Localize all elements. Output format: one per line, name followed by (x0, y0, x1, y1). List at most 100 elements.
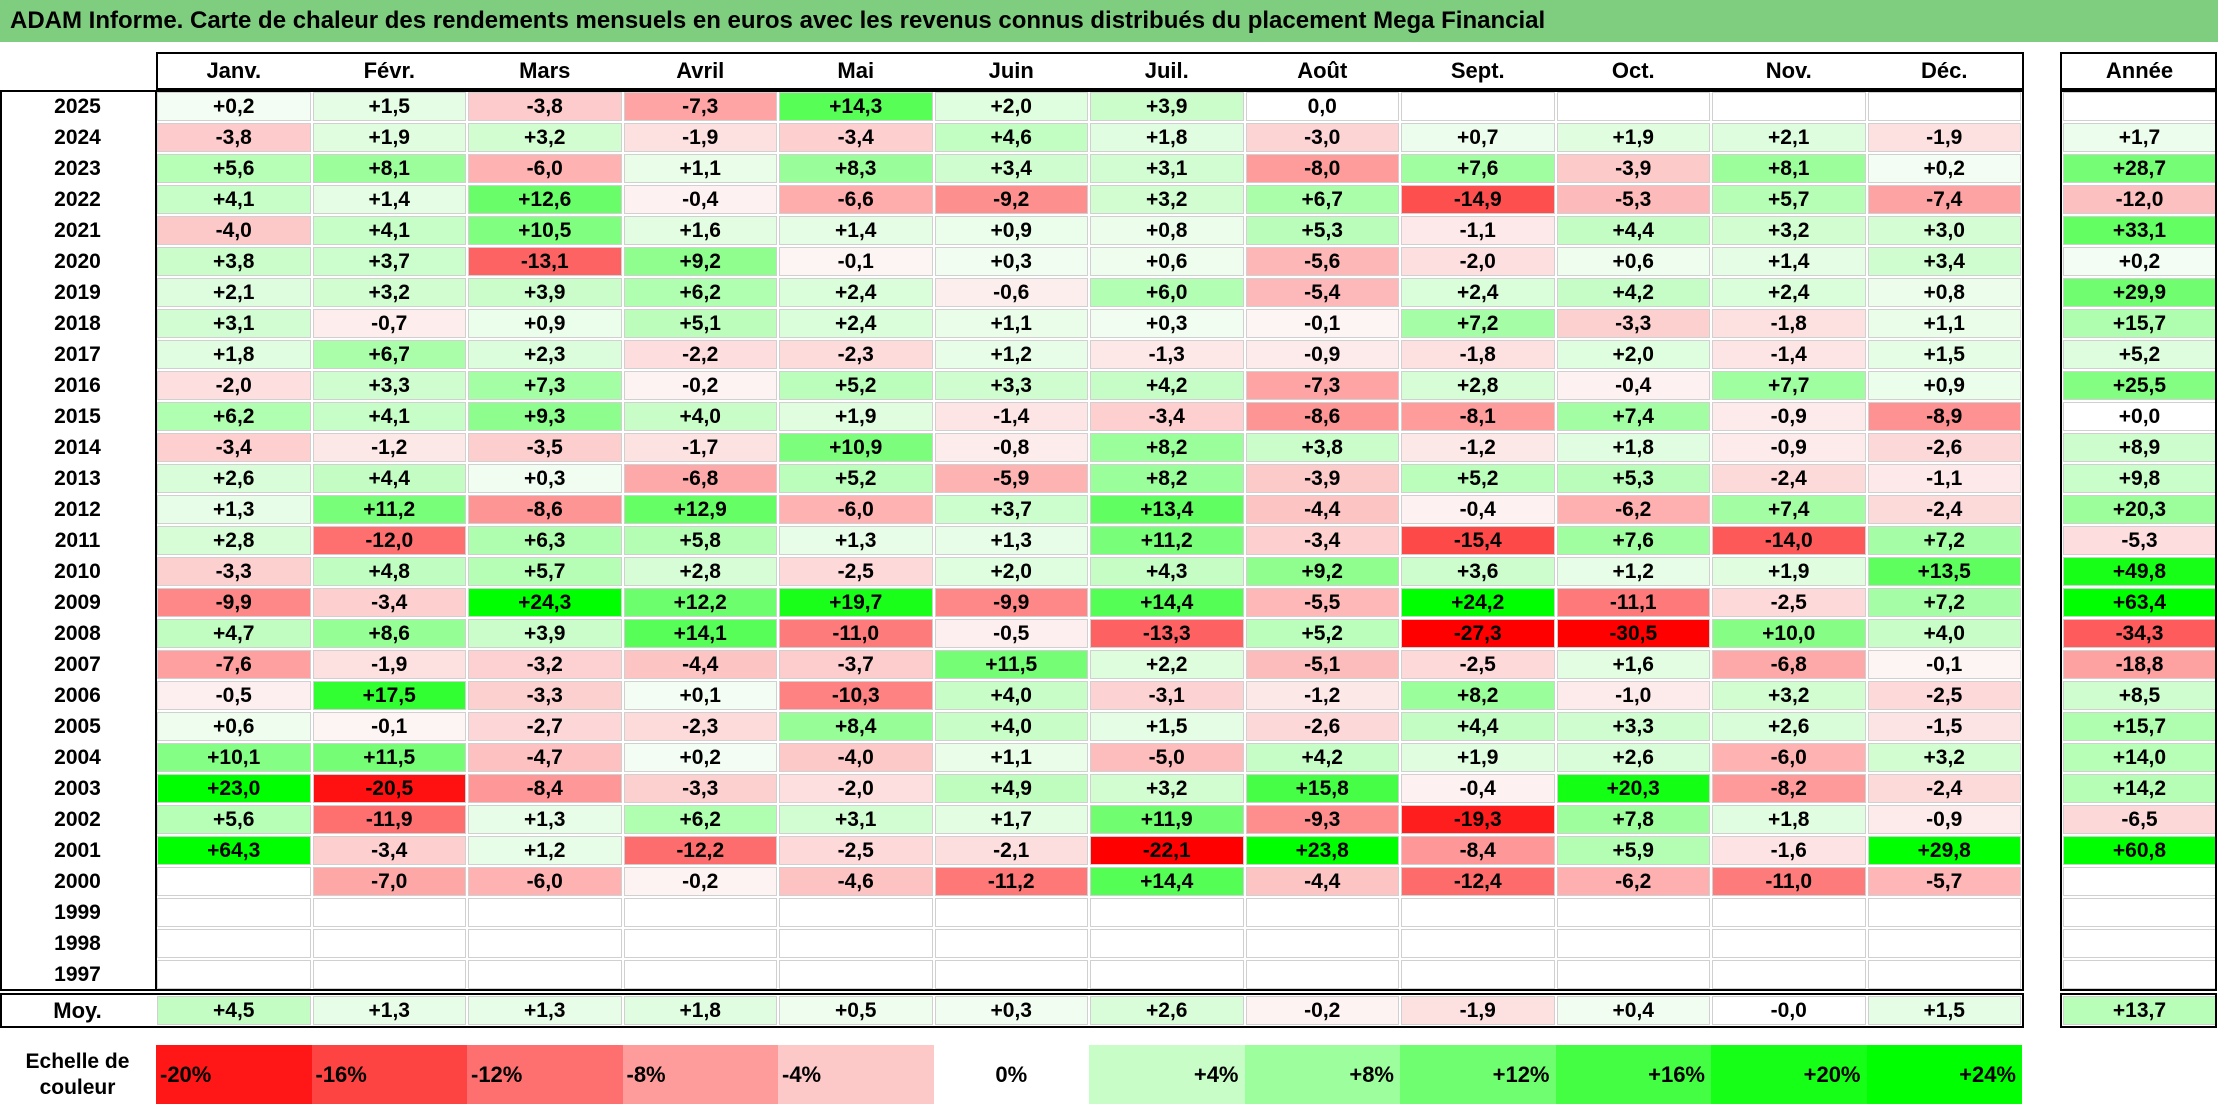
heatmap-cell: +1,6 (623, 216, 777, 245)
heatmap-cell: +8,2 (1401, 681, 1555, 710)
heatmap-cell (1090, 960, 1244, 989)
heatmap-cell: -2,5 (1712, 588, 1866, 617)
heatmap-cell: +1,3 (934, 526, 1088, 555)
heatmap-cell (1867, 960, 2021, 989)
heatmap-cell: -4,6 (779, 867, 933, 896)
heatmap-cell: +2,4 (779, 278, 933, 307)
color-scale-swatch: +24% (1866, 1045, 2022, 1104)
heatmap-cell (623, 898, 777, 927)
heatmap-cell: +6,2 (157, 402, 311, 431)
year-label: 2017 (54, 342, 101, 366)
month-header: Nov. (1765, 58, 1812, 83)
heatmap-cell (1867, 929, 2021, 958)
heatmap-cell: -2,3 (623, 712, 777, 741)
heatmap-cell: -0,1 (779, 247, 933, 276)
heatmap-cell: -3,0 (1245, 123, 1399, 152)
heatmap-cell: +1,5 (1867, 340, 2021, 369)
year-column-separator (155, 90, 157, 991)
month-header: Avril (676, 58, 725, 83)
heatmap-cell: +2,3 (468, 340, 622, 369)
heatmap-cell: +0,2 (623, 743, 777, 772)
heatmap-cell: -0,5 (157, 681, 311, 710)
annual-cell: +0,0 (2063, 402, 2216, 431)
average-cell: -0,2 (1245, 996, 1399, 1025)
year-label: 2016 (54, 373, 101, 397)
year-label: 2001 (54, 838, 101, 862)
heatmap-cell: +6,7 (1245, 185, 1399, 214)
heatmap-cell: +23,0 (157, 774, 311, 803)
heatmap-cell: +19,7 (779, 588, 933, 617)
heatmap-cell (1556, 960, 1710, 989)
heatmap-cell: -11,1 (1556, 588, 1710, 617)
heatmap-cell: +9,2 (623, 247, 777, 276)
heatmap-cell: -14,9 (1401, 185, 1555, 214)
annual-cell: -18,8 (2063, 650, 2216, 679)
heatmap-cell: -4,4 (623, 650, 777, 679)
heatmap-cell: +17,5 (312, 681, 466, 710)
heatmap-cell: +4,2 (1556, 278, 1710, 307)
average-cell: +1,5 (1867, 996, 2021, 1025)
heatmap-cell: -1,6 (1712, 836, 1866, 865)
annual-cell: +28,7 (2063, 154, 2216, 183)
annual-cell: +8,9 (2063, 433, 2216, 462)
heatmap-cell: +11,9 (1090, 805, 1244, 834)
year-label: 2023 (54, 156, 101, 180)
heatmap-cell: +3,2 (1867, 743, 2021, 772)
month-header: Mai (837, 58, 875, 83)
heatmap-cell: -3,9 (1556, 154, 1710, 183)
heatmap-cell: -12,2 (623, 836, 777, 865)
annual-cell: +29,9 (2063, 278, 2216, 307)
heatmap-cell: +0,3 (934, 247, 1088, 276)
heatmap-cell: -3,2 (468, 650, 622, 679)
heatmap-cell: -5,3 (1556, 185, 1710, 214)
heatmap-cell: -0,7 (312, 309, 466, 338)
heatmap-cell: -5,4 (1245, 278, 1399, 307)
heatmap-cell: -2,6 (1867, 433, 2021, 462)
heatmap-cell (1556, 929, 1710, 958)
heatmap-cell: +3,3 (1556, 712, 1710, 741)
heatmap-cell: -22,1 (1090, 836, 1244, 865)
year-label: 2013 (54, 466, 101, 490)
heatmap-cell: -4,0 (779, 743, 933, 772)
color-scale-label: Echelle de couleur (0, 1045, 155, 1104)
heatmap-cell: -5,6 (1245, 247, 1399, 276)
heatmap-cell: +12,9 (623, 495, 777, 524)
average-annual-cell: +13,7 (2063, 996, 2216, 1025)
heatmap-cell: -0,5 (934, 619, 1088, 648)
year-label: 1998 (54, 931, 101, 955)
heatmap-cell: +5,7 (1712, 185, 1866, 214)
heatmap-cell: +6,3 (468, 526, 622, 555)
heatmap-cell (157, 867, 311, 896)
heatmap-cell: +4,2 (1245, 743, 1399, 772)
heatmap-cell: +3,7 (312, 247, 466, 276)
heatmap-cell (1556, 898, 1710, 927)
heatmap-cell: +6,2 (623, 805, 777, 834)
heatmap-cell: +3,8 (1245, 433, 1399, 462)
heatmap-cell: +4,4 (1556, 216, 1710, 245)
heatmap-cell: +8,2 (1090, 464, 1244, 493)
heatmap-cell: -10,3 (779, 681, 933, 710)
heatmap-cell (1401, 898, 1555, 927)
heatmap-cell: -6,6 (779, 185, 933, 214)
heatmap-cell: -8,9 (1867, 402, 2021, 431)
heatmap-cell (1401, 960, 1555, 989)
heatmap-cell: -9,3 (1245, 805, 1399, 834)
heatmap-cell: -0,1 (312, 712, 466, 741)
year-label: 2019 (54, 280, 101, 304)
heatmap-cell: -8,2 (1712, 774, 1866, 803)
heatmap-cell: -1,2 (312, 433, 466, 462)
heatmap-cell: +4,6 (934, 123, 1088, 152)
heatmap-cell: +24,2 (1401, 588, 1555, 617)
heatmap-cell: +2,0 (1556, 340, 1710, 369)
heatmap-cell: -13,3 (1090, 619, 1244, 648)
heatmap-cell: +1,2 (934, 340, 1088, 369)
annual-cell: +1,7 (2063, 123, 2216, 152)
average-cell: +0,3 (934, 996, 1088, 1025)
heatmap-cell: -12,0 (312, 526, 466, 555)
heatmap-cell (157, 898, 311, 927)
heatmap-cell: -2,0 (779, 774, 933, 803)
heatmap-cell: +7,4 (1556, 402, 1710, 431)
heatmap-cell: -0,8 (934, 433, 1088, 462)
heatmap-cell: -1,9 (312, 650, 466, 679)
heatmap-cell: +4,1 (157, 185, 311, 214)
